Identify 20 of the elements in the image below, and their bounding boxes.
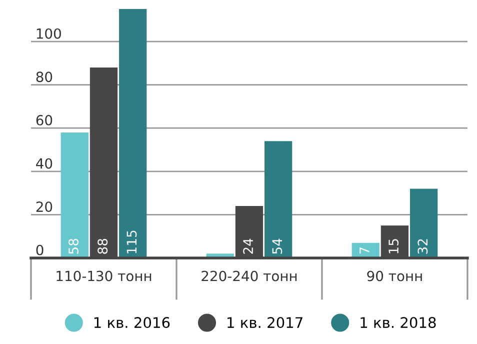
data-label: 54 xyxy=(272,238,282,254)
data-label: 32 xyxy=(418,239,428,254)
y-tick-label: 20 xyxy=(36,202,52,212)
y-tick-label: 40 xyxy=(36,158,52,169)
y-tick-label: 100 xyxy=(36,28,61,39)
x-tick-label: 220-240 тонн xyxy=(202,270,297,282)
x-tick-label: 90 тонн xyxy=(367,270,422,282)
data-label: 58 xyxy=(68,238,78,254)
y-tick-label: 60 xyxy=(36,114,52,126)
data-label: 24 xyxy=(243,238,253,254)
y-tick-label: 0 xyxy=(36,244,44,256)
data-label: 7 xyxy=(360,247,370,254)
x-tick-label: 110-130 тонн xyxy=(56,270,152,282)
legend-label: 1 кв. 2016 xyxy=(94,317,170,328)
data-label: 15 xyxy=(388,239,399,254)
y-tick-label: 80 xyxy=(36,72,52,82)
legend-label: 1 кв. 2017 xyxy=(228,317,302,328)
data-label: 115 xyxy=(126,230,137,254)
legend-label: 1 кв. 2018 xyxy=(360,317,436,328)
data-label: 88 xyxy=(98,238,108,254)
